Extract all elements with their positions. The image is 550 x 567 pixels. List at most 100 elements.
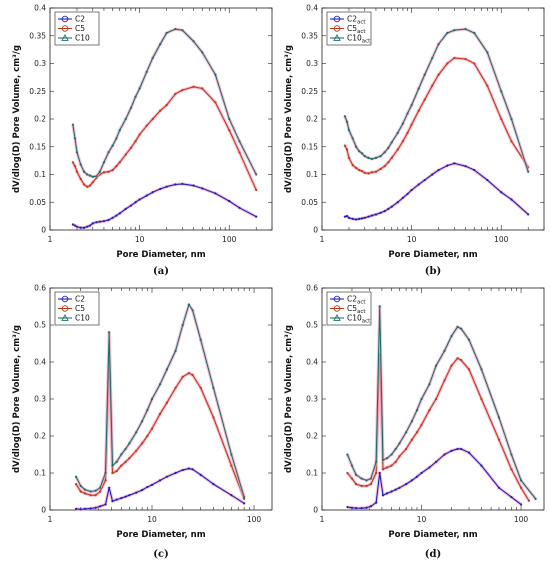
series-C10	[74, 303, 246, 499]
data-point	[464, 27, 467, 31]
data-point	[71, 161, 74, 164]
data-point	[375, 501, 378, 504]
data-point	[370, 157, 373, 161]
data-point	[243, 502, 246, 505]
data-point	[374, 156, 378, 159]
data-point	[363, 155, 366, 158]
y-axis-title: dV/dlog(D) Pore Volume, cm³/g	[284, 325, 294, 473]
y-tick-label: 0.3	[34, 395, 46, 404]
data-point	[228, 117, 231, 121]
data-point	[243, 495, 246, 499]
data-point	[347, 129, 351, 132]
data-point	[145, 124, 148, 127]
data-point	[354, 145, 358, 148]
data-point	[192, 184, 195, 187]
data-point	[500, 117, 503, 121]
data-point	[146, 409, 149, 412]
legend-label: C10	[75, 34, 90, 43]
data-point	[360, 217, 364, 220]
x-tick-label: 10	[417, 515, 427, 524]
data-point	[358, 168, 361, 172]
data-point	[95, 175, 98, 178]
data-point	[187, 303, 191, 306]
data-point	[214, 192, 217, 195]
data-point	[79, 163, 82, 166]
data-point	[497, 438, 501, 441]
data-point	[181, 375, 184, 378]
data-point	[456, 447, 459, 451]
data-point	[124, 495, 127, 498]
data-point	[102, 171, 106, 174]
data-point	[212, 386, 215, 389]
data-point	[75, 225, 79, 228]
data-point	[396, 148, 399, 151]
data-point	[88, 224, 92, 227]
data-point	[255, 173, 258, 176]
series-halo	[74, 303, 246, 498]
data-point	[360, 507, 363, 510]
x-axis-title: Pore Diameter, nm	[116, 250, 205, 260]
data-point	[367, 172, 370, 175]
data-point	[347, 156, 351, 159]
data-point	[410, 420, 413, 423]
series-line	[347, 448, 522, 509]
data-point	[115, 498, 118, 501]
panel-label: (b)	[425, 266, 441, 277]
data-point	[212, 416, 215, 419]
data-point	[378, 471, 381, 475]
data-point	[82, 226, 86, 229]
series-line	[75, 304, 245, 498]
data-point	[428, 466, 431, 469]
data-point	[354, 483, 358, 486]
data-point	[456, 357, 459, 360]
data-point	[434, 364, 438, 367]
y-tick-label: 0	[313, 226, 318, 235]
data-point	[255, 188, 258, 192]
data-point	[158, 479, 162, 482]
y-tick-label: 0.3	[34, 59, 46, 68]
series-halo	[343, 56, 530, 175]
y-tick-label: 0.2	[306, 432, 318, 441]
data-point	[151, 56, 154, 60]
data-point	[417, 183, 420, 186]
data-point	[99, 505, 102, 508]
panel-label: (d)	[425, 549, 441, 560]
x-tick-label: 100	[494, 235, 509, 244]
x-tick-label: 1	[48, 235, 53, 244]
series-C5	[74, 356, 246, 500]
data-point	[446, 62, 449, 65]
data-point	[410, 123, 413, 126]
data-point	[387, 146, 390, 149]
legend-label: C10act	[347, 34, 371, 45]
data-point	[420, 471, 423, 475]
data-point	[118, 129, 121, 132]
data-point	[415, 409, 419, 412]
y-tick-label: 0	[313, 506, 318, 515]
data-point	[443, 379, 446, 382]
legend-label: C5	[75, 304, 85, 313]
data-point	[120, 464, 123, 467]
data-point	[394, 488, 397, 491]
x-axis-title: Pore Diameter, nm	[388, 250, 477, 260]
legend-triangle-marker	[333, 34, 341, 41]
data-point	[428, 409, 431, 412]
x-tick-label: 100	[514, 515, 529, 524]
data-point	[238, 140, 241, 143]
data-point	[369, 483, 373, 486]
data-point	[385, 457, 389, 460]
data-point	[115, 470, 118, 473]
series-C5-act	[346, 353, 531, 502]
y-tick-label: 0.25	[301, 87, 318, 96]
data-point	[146, 434, 149, 438]
y-axis-title: dV/dlog(D) Pore Volume, cm³/g	[12, 45, 22, 193]
data-point	[360, 152, 364, 155]
data-point	[345, 215, 349, 218]
data-point	[74, 475, 78, 478]
data-point	[79, 226, 82, 229]
data-point	[390, 141, 393, 144]
y-tick-label: 0.35	[29, 31, 46, 40]
data-point	[141, 488, 144, 492]
data-point	[527, 170, 530, 173]
series-halo	[74, 356, 246, 500]
